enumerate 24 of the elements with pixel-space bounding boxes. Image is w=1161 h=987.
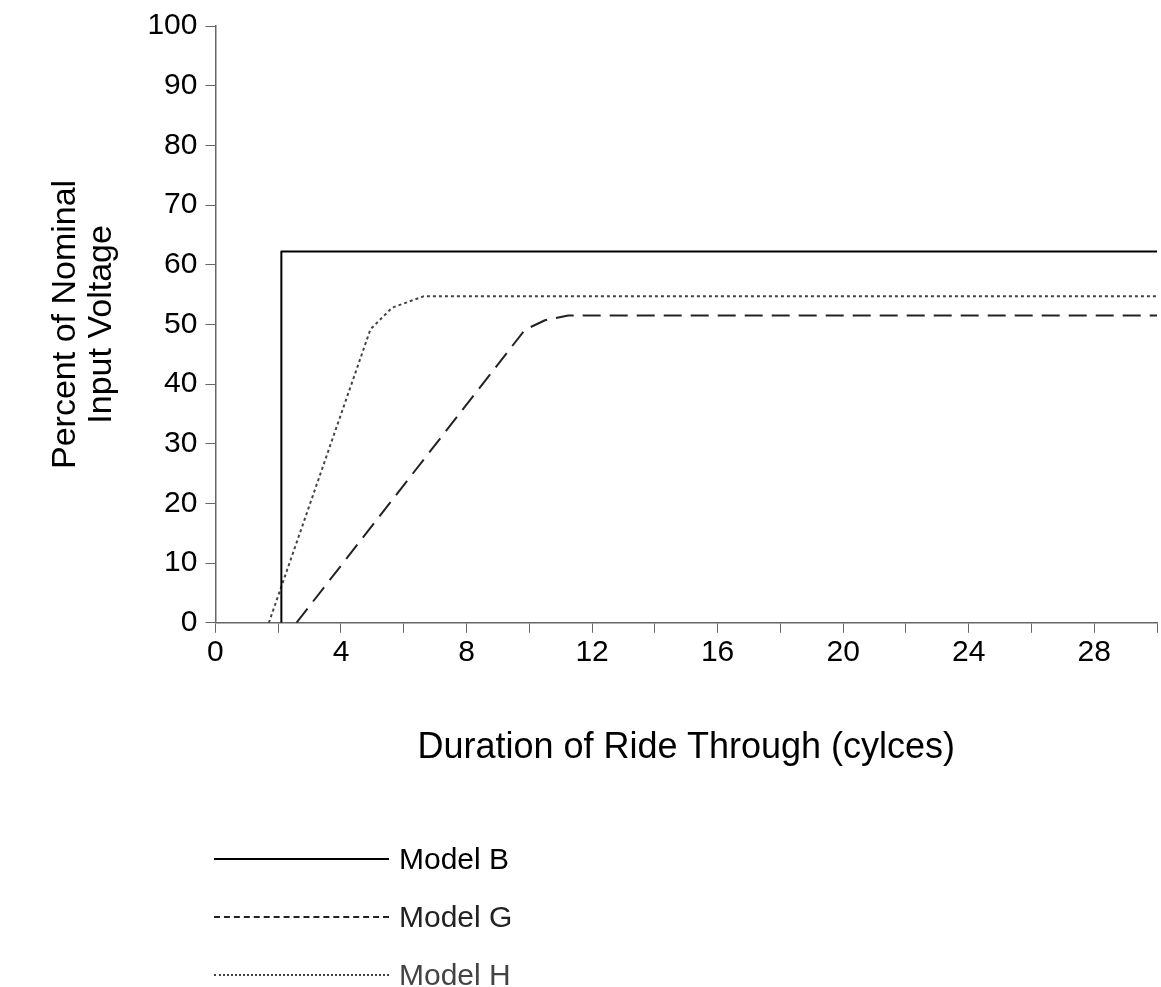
x-tick-label: 0: [207, 634, 224, 668]
text: Model H: [399, 958, 511, 987]
y-tick-label: 50: [164, 305, 198, 339]
y-tick-label: 90: [164, 66, 198, 100]
x-tick-label: 16: [700, 634, 735, 668]
x-axis-title: Duration of Ride Through (cylces): [417, 725, 956, 767]
y-axis-title: Percent of Nominal Input Voltage: [44, 179, 118, 469]
y-tick-label: 30: [164, 425, 198, 459]
x-tick-label: 4: [332, 634, 350, 668]
y-tick-label: 70: [164, 186, 198, 220]
y-tick-label: 80: [164, 126, 198, 160]
text: Model B: [399, 842, 510, 876]
y-tick-label: 10: [164, 544, 198, 578]
x-tick-label: 8: [458, 634, 475, 668]
x-tick-label: 12: [575, 634, 609, 668]
x-tick-label: 28: [1077, 634, 1111, 668]
y-tick-label: 20: [164, 484, 198, 518]
y-tick-label: 60: [164, 245, 198, 279]
x-tick-label: 20: [826, 634, 860, 668]
y-tick-label: 40: [164, 365, 198, 399]
y-tick-label: 100: [147, 7, 198, 41]
text: Model G: [399, 900, 513, 934]
x-tick-label: 24: [952, 634, 986, 668]
y-tick-label: 0: [180, 604, 198, 638]
